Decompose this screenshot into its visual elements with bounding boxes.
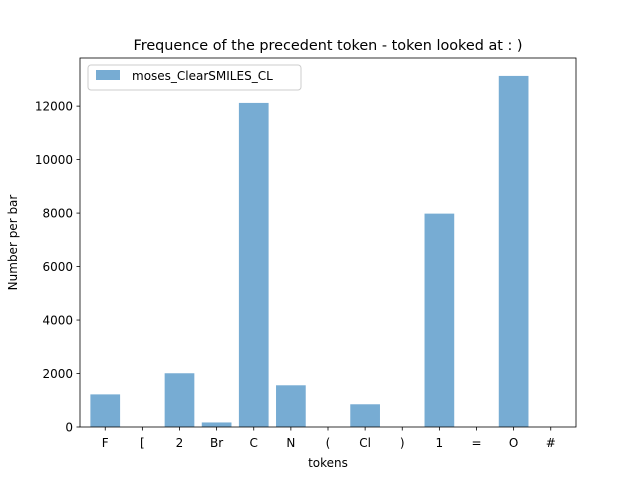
chart-title: Frequence of the precedent token - token… xyxy=(133,38,522,54)
y-tick-label: 6000 xyxy=(42,260,73,274)
y-axis-label: Number per bar xyxy=(6,195,20,291)
x-tick-label: ( xyxy=(326,436,331,450)
y-axis-ticks: 0 2000 4000 6000 8000 10000 12000 xyxy=(35,100,80,435)
x-tick-label: # xyxy=(546,436,556,450)
x-tick-label: 1 xyxy=(436,436,444,450)
y-tick-label: 0 xyxy=(65,421,73,435)
x-tick-label: Cl xyxy=(359,436,371,450)
legend: moses_ClearSMILES_CL xyxy=(87,64,302,91)
x-tick-label: C xyxy=(250,436,258,450)
x-axis-label: tokens xyxy=(308,456,348,470)
x-axis-ticks: F [2 Br C N ( Cl) 1 = O # xyxy=(102,427,556,450)
x-tick-label: F xyxy=(102,436,109,450)
x-tick-label: 2 xyxy=(176,436,184,450)
legend-swatch xyxy=(96,70,120,80)
x-tick-label: O xyxy=(509,436,518,450)
plot-frame xyxy=(79,57,577,428)
bar-4 xyxy=(238,102,269,427)
y-tick-label: 2000 xyxy=(42,367,73,381)
bar-3 xyxy=(201,422,232,427)
y-tick-label: 10000 xyxy=(35,153,73,167)
legend-frame xyxy=(87,64,302,91)
bar-0 xyxy=(90,394,121,427)
x-tick-label: Br xyxy=(210,436,223,450)
y-tick-label: 12000 xyxy=(35,100,73,114)
x-tick-label: [ xyxy=(140,436,145,450)
bar-9 xyxy=(424,213,455,427)
bar-5 xyxy=(276,385,306,427)
bar-2 xyxy=(164,373,195,427)
y-tick-label: 8000 xyxy=(42,207,73,221)
bars-group xyxy=(90,75,529,427)
x-tick-label: = xyxy=(471,436,481,450)
x-tick-label: ) xyxy=(400,436,405,450)
x-tick-label: N xyxy=(286,436,295,450)
bar-11 xyxy=(498,75,529,427)
legend-label: moses_ClearSMILES_CL xyxy=(132,69,273,83)
bar-7 xyxy=(350,404,380,427)
y-tick-label: 4000 xyxy=(42,314,73,328)
